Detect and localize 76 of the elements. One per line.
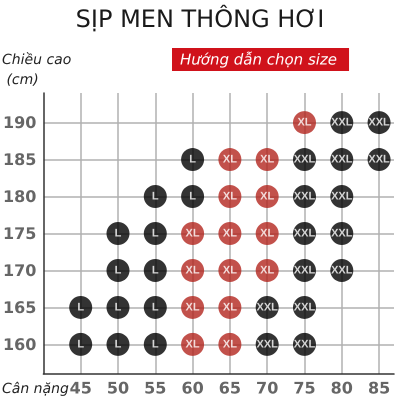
data-label: XL — [222, 190, 238, 203]
x-tick-label: 80 — [330, 378, 353, 398]
y-tick-label: 175 — [2, 224, 36, 243]
data-label: XXL — [331, 228, 353, 240]
point — [106, 222, 130, 245]
x-tick-label: 60 — [181, 378, 204, 398]
data-label: XL — [186, 264, 200, 276]
x-tick-label: 75 — [293, 378, 316, 398]
data-label: XL — [260, 154, 274, 166]
data-label: XL — [260, 264, 274, 276]
point — [144, 332, 167, 356]
data-label: XL — [222, 264, 238, 276]
data-label: L — [114, 264, 122, 276]
data-label: XXL — [294, 338, 316, 350]
data-label: XXL — [331, 190, 353, 203]
point — [144, 296, 167, 319]
data-label: XXL — [331, 264, 353, 276]
data-label: L — [77, 301, 84, 314]
data-label: XXL — [294, 228, 316, 240]
x-tick-label: 65 — [218, 378, 242, 398]
y-tick-label: 180 — [2, 187, 36, 206]
point — [106, 332, 130, 356]
data-label: XXL — [368, 116, 390, 129]
data-label: XXL — [331, 116, 353, 129]
x-tick-label: 70 — [256, 378, 278, 398]
data-label: XL — [260, 228, 274, 240]
data-label: L — [114, 338, 122, 350]
data-label: XXL — [294, 264, 316, 276]
data-label: XXL — [294, 154, 316, 166]
data-label: XXL — [256, 338, 278, 350]
data-label: L — [152, 264, 159, 276]
data-label: XXL — [294, 190, 316, 203]
data-label: XL — [222, 301, 238, 314]
x-tick-label: 50 — [106, 378, 130, 398]
point — [144, 185, 167, 208]
point — [69, 296, 92, 319]
data-label: XL — [186, 228, 200, 240]
point — [181, 185, 204, 208]
data-label: XXL — [294, 301, 316, 314]
data-label: L — [152, 301, 159, 314]
data-label: XL — [186, 301, 200, 314]
y-tick-label: 160 — [2, 334, 36, 354]
x-tick-label: 45 — [70, 378, 92, 398]
y-tick-label: 185 — [2, 150, 36, 170]
data-label: XL — [186, 338, 200, 350]
data-label: L — [189, 154, 196, 166]
x-tick-label: 85 — [368, 378, 390, 398]
point — [144, 222, 167, 245]
data-label: L — [189, 190, 196, 203]
point — [106, 296, 130, 319]
data-label: L — [152, 228, 159, 240]
point — [144, 258, 167, 282]
data-label: XL — [222, 228, 238, 240]
data-label: XL — [222, 154, 238, 166]
point — [106, 258, 130, 282]
data-label: L — [114, 228, 122, 240]
y-tick-label: 170 — [2, 260, 36, 280]
data-label: L — [114, 301, 122, 314]
data-label: L — [152, 190, 159, 203]
data-label: XL — [260, 190, 274, 203]
chart-title: SỊP MEN THÔNG HƠI — [76, 4, 324, 33]
data-label: XXL — [256, 301, 278, 314]
x-axis-title: Cân nặng — [2, 381, 70, 397]
data-label: XL — [297, 116, 312, 129]
x-tick-label: 55 — [144, 378, 166, 398]
point — [69, 332, 92, 356]
data-label: XXL — [368, 154, 390, 166]
y-tick-label: 165 — [2, 298, 36, 317]
y-axis-title: Chiều cao (cm) — [2, 52, 72, 88]
point — [181, 148, 204, 172]
chart-subtitle: Hướng dẫn chọn size — [180, 50, 338, 68]
data-label: L — [77, 338, 84, 350]
data-label: L — [152, 338, 159, 350]
data-label: XL — [222, 338, 238, 350]
data-label: XXL — [331, 154, 353, 166]
y-tick-label: 190 — [2, 113, 36, 132]
